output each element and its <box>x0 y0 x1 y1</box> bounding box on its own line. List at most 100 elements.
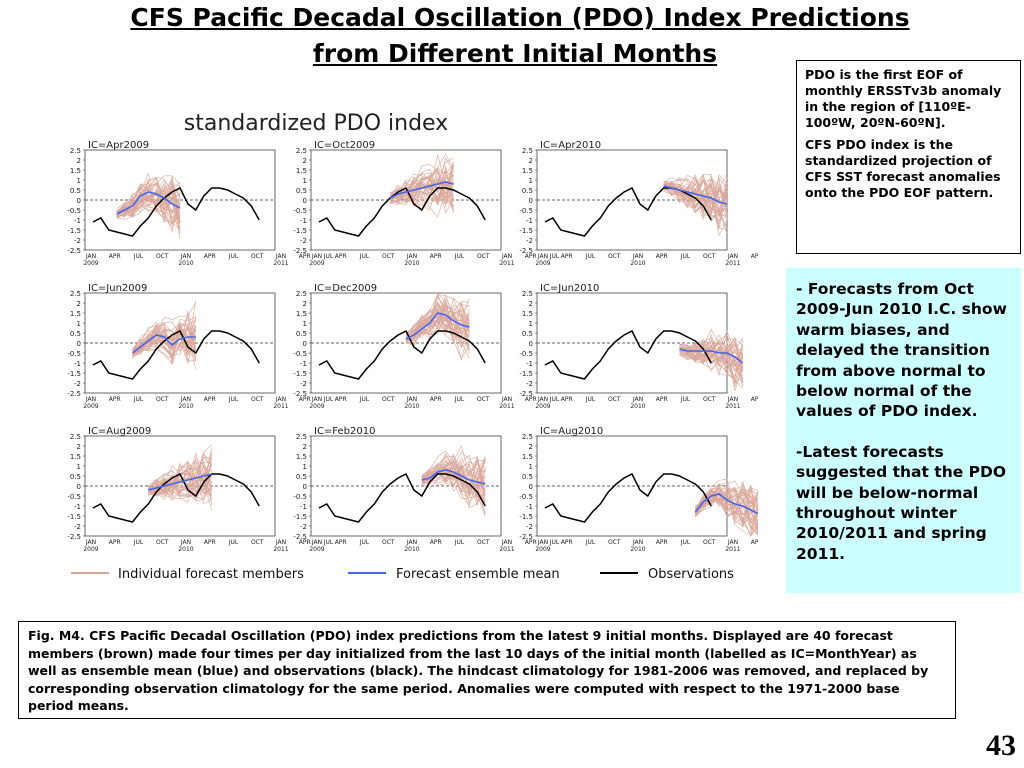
x-tick-label: APR <box>299 539 311 546</box>
y-tick-label: 2 <box>529 300 533 308</box>
x-tick-label: APR <box>656 539 668 546</box>
member-line <box>116 186 181 234</box>
y-tick-label: -2 <box>74 237 81 245</box>
member-line <box>663 180 728 230</box>
member-line <box>679 330 744 371</box>
panel-ic-aug2009: 2.5 2 1.5 1 0.5 0 -0.5 -1 -1.5 -2 -2.5 IC=Aug2009 JA… <box>67 426 334 553</box>
x-tick-label: JAN <box>632 396 643 403</box>
y-tick-label: 1 <box>77 320 81 328</box>
legend-obs-label: Observations <box>648 567 734 582</box>
x-tick-label: JUL <box>323 539 334 546</box>
y-tick-label: -1.5 <box>67 227 81 235</box>
member-line <box>405 303 470 343</box>
member-line <box>679 336 744 371</box>
member-line <box>695 484 758 523</box>
x-tick-label: JAN <box>311 396 322 403</box>
member-line <box>695 485 758 511</box>
x-tick-label: OCT <box>382 396 395 403</box>
x-year-label: 2011 <box>499 403 514 410</box>
x-tick-label: APR <box>656 396 668 403</box>
y-tick-label: -0.5 <box>67 350 81 358</box>
x-tick-label: APR <box>525 539 537 546</box>
y-tick-label: 2 <box>77 443 81 451</box>
ensemble-mean-line <box>132 334 196 354</box>
x-tick-label: JUL <box>228 253 239 260</box>
y-tick-label: 1 <box>529 320 533 328</box>
x-tick-label: JAN <box>85 539 96 546</box>
pdo-chart-svg: standardized PDO index 2.5 2 1.5 1 0.5 0 -0.5 -… <box>67 111 758 582</box>
x-year-label: 2010 <box>178 260 193 267</box>
y-tick-label: -1.5 <box>519 513 533 521</box>
x-tick-label: JAN <box>501 253 512 260</box>
y-tick-label: 0 <box>77 340 81 348</box>
member-line <box>116 176 181 220</box>
x-tick-label: JUL <box>133 396 144 403</box>
y-tick-label: 2 <box>529 157 533 165</box>
x-tick-label: JUL <box>228 396 239 403</box>
y-tick-label: 0 <box>77 483 81 491</box>
member-line <box>695 489 758 532</box>
member-line <box>679 333 743 369</box>
y-tick-label: -2 <box>526 523 533 531</box>
x-year-label: 2011 <box>725 403 740 410</box>
x-tick-label: OCT <box>703 253 716 260</box>
ensemble-mean-line <box>663 185 728 205</box>
y-tick-label: 2 <box>529 443 533 451</box>
x-tick-label: APR <box>751 253 758 260</box>
observations-line <box>92 186 260 237</box>
member-line <box>679 344 744 372</box>
ensemble-mean-line <box>679 348 744 364</box>
x-tick-label: JAN <box>180 253 191 260</box>
member-line <box>132 302 197 351</box>
panel-ic-jun2009: 2.5 2 1.5 1 0.5 0 -0.5 -1 -1.5 -2 -2.5 IC=Jun2009 JA… <box>67 283 334 410</box>
x-tick-label: OCT <box>156 539 169 546</box>
x-year-label: 2010 <box>404 546 419 553</box>
x-tick-label: APR <box>335 253 347 260</box>
y-tick-label: -1 <box>526 217 533 225</box>
y-tick-label: 2 <box>303 300 307 308</box>
y-tick-label: -1.5 <box>293 513 307 521</box>
y-tick-label: 2.5 <box>522 147 533 155</box>
x-tick-label: APR <box>656 253 668 260</box>
panel-ic-aug2010: 2.5 2 1.5 1 0.5 0 -0.5 -1 -1.5 -2 -2.5 IC=Aug2010 JA… <box>519 426 758 553</box>
x-tick-label: JAN <box>180 396 191 403</box>
legend-members-label: Individual forecast members <box>118 567 304 582</box>
panel-label: IC=Oct2009 <box>314 140 375 151</box>
x-year-label: 2010 <box>630 546 645 553</box>
x-tick-label: OCT <box>382 253 395 260</box>
x-year-label: 2011 <box>273 546 288 553</box>
page-number: 43 <box>986 729 1016 762</box>
y-tick-label: 1 <box>77 177 81 185</box>
x-year-label: 2009 <box>83 403 98 410</box>
x-tick-label: OCT <box>608 539 621 546</box>
x-year-label: 2011 <box>725 546 740 553</box>
x-tick-label: APR <box>751 396 758 403</box>
x-tick-label: APR <box>335 396 347 403</box>
observations-line <box>544 186 712 237</box>
pdo-definition-text: PDO is the first EOF of monthly ERSSTv3b… <box>805 67 1002 130</box>
x-year-label: 2009 <box>535 260 550 267</box>
x-tick-label: APR <box>561 539 573 546</box>
y-tick-label: 1 <box>529 177 533 185</box>
y-tick-label: -2.5 <box>67 390 81 398</box>
member-line <box>390 186 454 201</box>
y-tick-label: 2.5 <box>522 433 533 441</box>
y-tick-label: 0.5 <box>70 473 81 481</box>
x-tick-label: JAN <box>406 253 417 260</box>
y-tick-label: 1.5 <box>296 167 307 175</box>
x-tick-label: JAN <box>180 539 191 546</box>
panel-ic-dec2009: 2.5 2 1.5 1 0.5 0 -0.5 -1 -1.5 -2 -2.5 IC=Dec2009 JA… <box>293 283 560 410</box>
x-tick-label: OCT <box>477 539 490 546</box>
ensemble-mean-line <box>389 181 454 199</box>
y-tick-label: -2 <box>74 380 81 388</box>
observations-line <box>318 329 486 380</box>
x-tick-label: JUL <box>549 396 560 403</box>
member-line <box>663 174 728 218</box>
x-year-label: 2010 <box>178 403 193 410</box>
x-tick-label: APR <box>430 396 442 403</box>
pdo-definition-box: PDO is the first EOF of monthly ERSSTv3b… <box>796 60 1021 254</box>
panel-ic-apr2010: 2.5 2 1.5 1 0.5 0 -0.5 -1 -1.5 -2 -2.5 IC=Apr2010 JA… <box>519 140 758 267</box>
member-line <box>132 313 197 358</box>
x-tick-label: APR <box>561 396 573 403</box>
panel-label: IC=Aug2010 <box>540 426 603 437</box>
